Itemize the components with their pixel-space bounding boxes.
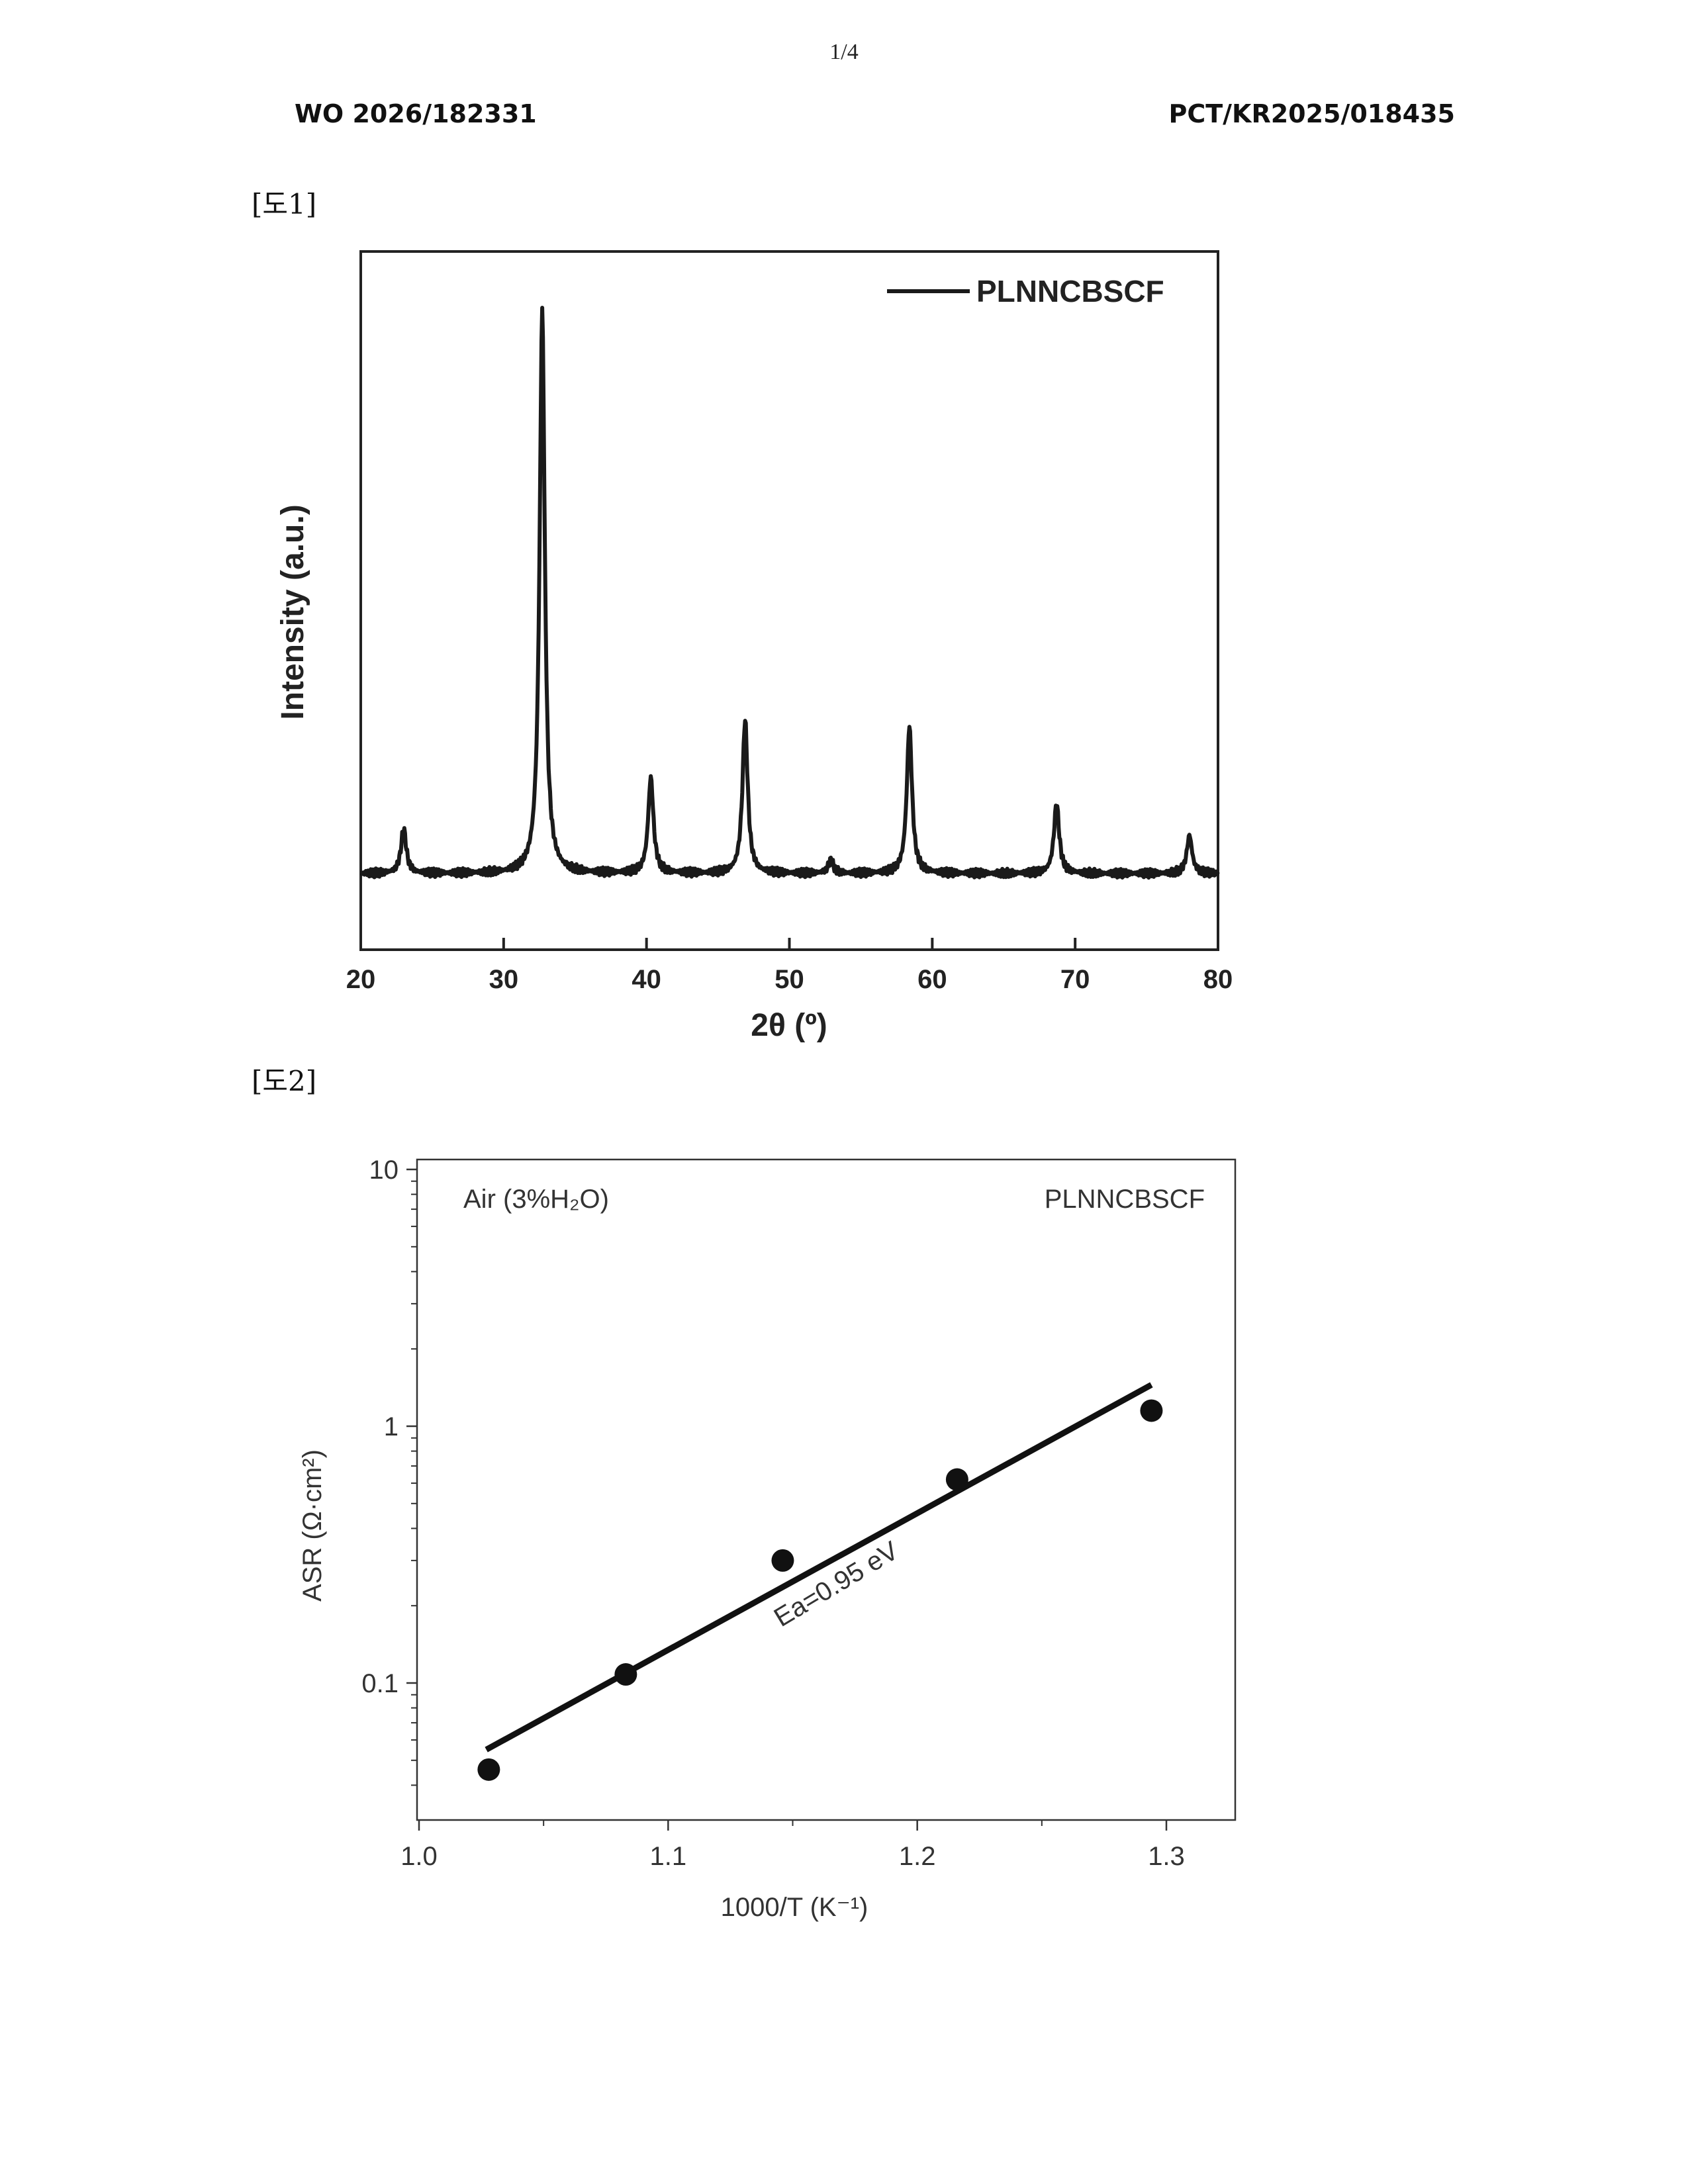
application-number: PCT/KR2025/018435 — [1168, 99, 1455, 128]
asr-x-tick-label: 1.3 — [1148, 1842, 1185, 1871]
xrd-x-axis-label: 2θ (º) — [751, 1008, 827, 1043]
xrd-series-line — [361, 308, 1218, 878]
asr-sample-label: PLNNCBSCF — [1045, 1185, 1205, 1214]
page-number: 1/4 — [0, 40, 1688, 65]
asr-plot-frame — [417, 1160, 1235, 1820]
xrd-x-tick-label: 40 — [632, 965, 661, 994]
asr-data-point — [614, 1663, 637, 1686]
asr-x-axis-label: 1000/T (K⁻¹) — [721, 1893, 868, 1922]
asr-y-axis-label: ASR (Ω·cm²) — [298, 1449, 327, 1602]
xrd-x-tick-label: 60 — [917, 965, 947, 994]
figure1-label: [도1] — [252, 182, 316, 222]
xrd-x-tick-label: 30 — [489, 965, 519, 994]
xrd-x-tick-label: 20 — [346, 965, 376, 994]
asr-condition-label: Air (3%H₂O) — [463, 1185, 609, 1214]
asr-y-tick-label: 1 — [384, 1412, 399, 1441]
asr-fit-line — [487, 1385, 1152, 1749]
publication-number: WO 2026/182331 — [295, 99, 537, 128]
asr-y-tick-label: 10 — [369, 1156, 399, 1185]
xrd-y-axis-label: Intensity (a.u.) — [275, 504, 310, 719]
asr-x-tick-label: 1.1 — [650, 1842, 687, 1871]
asr-points — [477, 1399, 1162, 1780]
xrd-x-tick-label: 50 — [774, 965, 804, 994]
asr-x-tick-label: 1.2 — [899, 1842, 936, 1871]
asr-x-tick-label: 1.0 — [400, 1842, 438, 1871]
asr-activation-energy-label: Ea=0.95 eV — [769, 1536, 904, 1633]
asr-data-point — [1140, 1399, 1162, 1422]
xrd-x-tick-label: 70 — [1060, 965, 1090, 994]
xrd-x-tick-label: 80 — [1203, 965, 1233, 994]
figure2-label: [도2] — [252, 1059, 316, 1099]
xrd-legend-label: PLNNCBSCF — [976, 274, 1164, 308]
asr-y-tick-label: 0.1 — [361, 1669, 399, 1698]
asr-axis-ticks: 1.0 1.1 1.2 1.3 10 1 0.1 — [361, 1156, 1184, 1871]
asr-data-point — [946, 1469, 968, 1491]
asr-data-point — [771, 1549, 794, 1572]
xrd-plot-frame — [361, 251, 1218, 950]
asr-data-point — [477, 1758, 500, 1781]
xrd-x-ticks: 20 30 40 50 60 70 80 — [346, 938, 1233, 994]
